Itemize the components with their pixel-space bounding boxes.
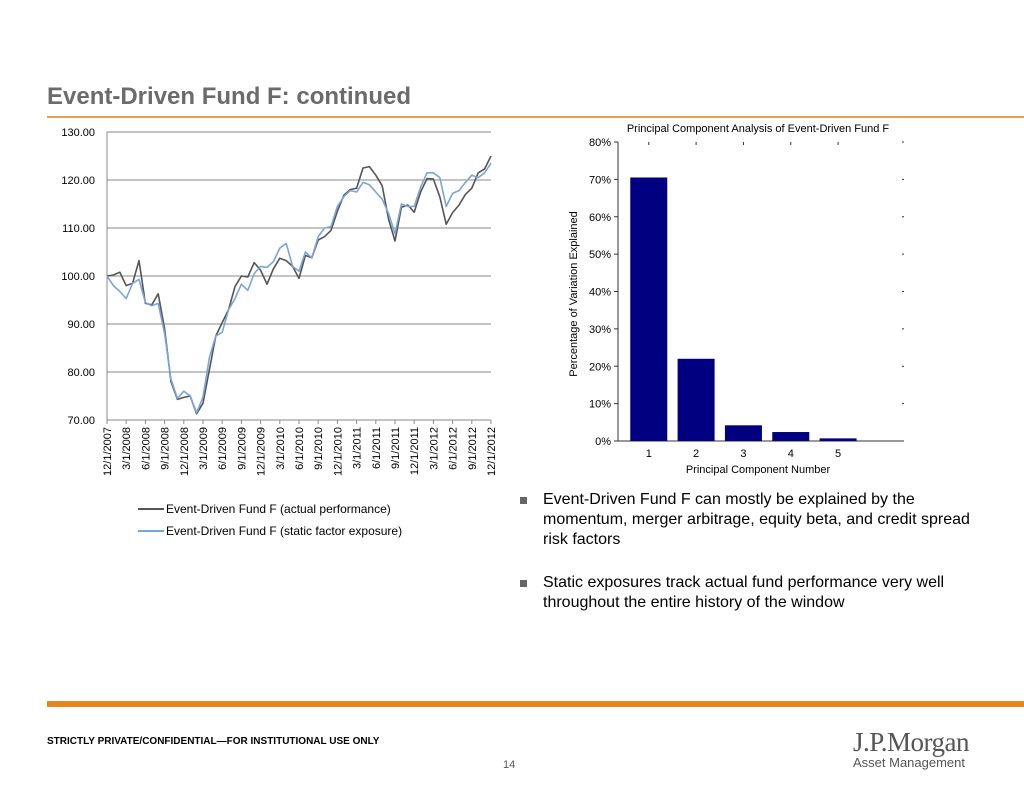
y-tick-label: 80% (589, 137, 611, 149)
bar (819, 438, 857, 441)
y-tick-label: 70% (589, 174, 611, 186)
bullet-item: Event-Driven Fund F can mostly be explai… (520, 490, 980, 550)
y-tick-label: 50% (589, 249, 611, 261)
charts-canvas: 130.00 120.00 110.00 100.00 90.00 80.00 70.00 1… (61, 123, 904, 476)
x-tick-label: 12/1/2011 (409, 427, 421, 475)
bullet-text: Static exposures track actual fund perfo… (543, 574, 945, 611)
x-tick-label: 4 (788, 448, 794, 460)
bar-chart-y-axis-title: Percentage of Variation Explained (568, 211, 580, 377)
y-tick-label: 10% (589, 399, 611, 411)
x-tick-label: 9/1/2010 (313, 427, 325, 470)
x-tick-label: 12/1/2007 (102, 427, 114, 476)
page-number: 14 (503, 759, 516, 771)
x-tick-label: 12/1/2010 (332, 427, 344, 476)
line-chart-legend: Event-Driven Fund F (actual performance)… (138, 498, 402, 542)
x-tick-label: 6/1/2008 (140, 427, 152, 470)
legend-label-actual: Event-Driven Fund F (actual performance) (166, 502, 391, 516)
bullet-item: Static exposures track actual fund perfo… (520, 573, 980, 613)
bar-chart: Principal Component Analysis of Event-Dr… (568, 123, 904, 476)
x-tick-label: 12/1/2008 (179, 427, 191, 476)
logo-subtitle: Asset Management (853, 755, 966, 770)
logo-wordmark: J.P.Morgan (853, 727, 970, 757)
x-tick-label: 3/1/2011 (352, 427, 364, 469)
y-tick-label: 80.00 (67, 367, 95, 379)
x-tick-label: 2 (693, 448, 699, 460)
square-bullet-icon (520, 497, 527, 504)
bullet-list: Event-Driven Fund F can mostly be explai… (520, 490, 980, 636)
x-tick-label: 5 (835, 448, 841, 460)
legend-swatch-static (138, 530, 164, 532)
y-tick-label: 20% (589, 361, 611, 373)
bullet-text: Event-Driven Fund F can mostly be explai… (543, 491, 970, 548)
series-line-static (106, 162, 492, 414)
line-chart: 130.00 120.00 110.00 100.00 90.00 80.00 70.00 1… (61, 127, 498, 476)
y-tick-label: 130.00 (61, 127, 95, 139)
x-tick-label: 6/1/2010 (294, 427, 306, 470)
y-tick-label: 110.00 (62, 223, 95, 235)
y-tick-label: 100.00 (61, 271, 95, 283)
x-tick-label: 6/1/2009 (217, 427, 229, 470)
y-tick-label: 90.00 (67, 319, 95, 331)
bar (630, 177, 668, 441)
x-tick-label: 9/1/2011 (390, 427, 402, 469)
bar (724, 425, 762, 441)
series-line-actual (106, 155, 492, 415)
x-tick-label: 9/1/2012 (467, 427, 479, 470)
square-bullet-icon (520, 580, 527, 587)
x-tick-label: 3 (740, 448, 746, 460)
page-title: Event-Driven Fund F: continued (47, 83, 411, 110)
legend-label-static: Event-Driven Fund F (static factor expos… (166, 524, 403, 538)
legend-item-actual: Event-Driven Fund F (actual performance) (138, 498, 402, 520)
x-tick-label: 12/1/2012 (486, 427, 498, 476)
x-tick-label: 3/1/2010 (275, 427, 287, 470)
title-divider (47, 116, 1024, 118)
x-tick-label: 12/1/2009 (256, 427, 268, 476)
x-tick-label: 6/1/2011 (371, 427, 383, 469)
y-tick-label: 30% (589, 324, 611, 336)
x-tick-label: 3/1/2009 (198, 427, 210, 470)
y-tick-label: 60% (589, 212, 611, 224)
x-tick-label: 1 (646, 448, 652, 460)
bar-chart-title: Principal Component Analysis of Event-Dr… (627, 123, 890, 135)
y-tick-label: 120.00 (61, 175, 95, 187)
y-tick-label: 40% (589, 287, 611, 299)
bar-chart-x-axis-title: Principal Component Number (686, 464, 831, 476)
bar (772, 432, 810, 441)
y-tick-label: 0% (595, 436, 611, 448)
x-tick-label: 9/1/2008 (160, 427, 172, 470)
x-tick-label: 3/1/2008 (121, 427, 133, 470)
y-tick-label: 70.00 (67, 415, 95, 427)
x-tick-label: 6/1/2012 (448, 427, 460, 470)
confidentiality-notice: STRICTLY PRIVATE/CONFIDENTIAL—FOR INSTIT… (47, 736, 380, 747)
bar (677, 358, 715, 441)
x-tick-label: 3/1/2012 (428, 427, 440, 470)
legend-item-static: Event-Driven Fund F (static factor expos… (138, 520, 402, 542)
x-tick-label: 9/1/2009 (236, 427, 248, 470)
company-logo: J.P.Morgan Asset Management (853, 727, 970, 770)
footer-divider (47, 701, 1024, 707)
legend-swatch-actual (138, 508, 164, 510)
